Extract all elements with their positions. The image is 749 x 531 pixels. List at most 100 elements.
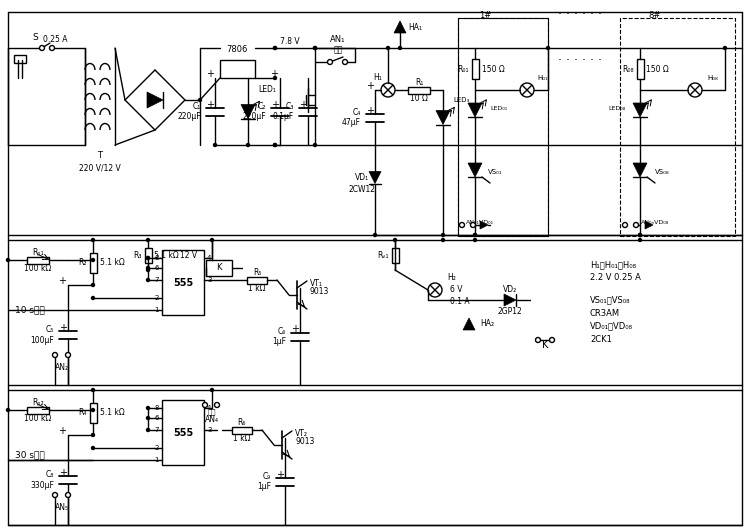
Circle shape: [91, 408, 94, 412]
Circle shape: [398, 47, 401, 49]
Circle shape: [342, 59, 348, 64]
Text: 复位: 复位: [207, 409, 216, 415]
Polygon shape: [241, 105, 255, 118]
Text: H₀₁: H₀₁: [537, 75, 548, 81]
Circle shape: [91, 389, 94, 391]
Circle shape: [147, 429, 150, 432]
Circle shape: [91, 296, 94, 299]
Text: H₀₈: H₀₈: [707, 75, 718, 81]
Text: R₀₁: R₀₁: [457, 64, 469, 73]
Circle shape: [91, 259, 94, 261]
Circle shape: [7, 259, 10, 261]
Polygon shape: [436, 110, 450, 124]
Text: 2: 2: [154, 445, 159, 451]
Text: VD₂: VD₂: [503, 286, 517, 295]
Text: C₅
100μF: C₅ 100μF: [30, 326, 54, 345]
Polygon shape: [463, 318, 475, 330]
Circle shape: [202, 402, 207, 407]
Text: +: +: [58, 276, 66, 286]
Polygon shape: [633, 163, 647, 177]
Text: +: +: [206, 99, 214, 109]
Text: +: +: [276, 469, 284, 479]
Text: 2CK1: 2CK1: [590, 335, 612, 344]
Bar: [27, 407, 49, 414]
Bar: [89, 253, 97, 272]
Text: 2GP12: 2GP12: [497, 307, 522, 316]
Circle shape: [49, 46, 55, 50]
Text: 1: 1: [154, 307, 159, 313]
Circle shape: [638, 234, 641, 236]
Polygon shape: [504, 294, 516, 306]
Text: 7.8 V: 7.8 V: [280, 38, 300, 47]
Circle shape: [441, 238, 444, 242]
Text: LED₁: LED₁: [258, 85, 276, 95]
Circle shape: [147, 278, 150, 281]
Circle shape: [52, 492, 58, 498]
Text: C₈
330μF: C₈ 330μF: [30, 470, 54, 490]
Text: VS₀₁: VS₀₁: [488, 169, 503, 175]
Bar: [408, 87, 430, 93]
Circle shape: [473, 234, 476, 236]
Bar: [145, 247, 151, 262]
Bar: [14, 55, 26, 63]
Text: 150 Ω: 150 Ω: [646, 64, 670, 73]
Text: +: +: [299, 99, 307, 109]
Text: · · · · · ·: · · · · · ·: [558, 54, 602, 66]
Circle shape: [473, 238, 476, 242]
Text: 6: 6: [154, 265, 159, 271]
Circle shape: [314, 47, 317, 49]
Text: AN₁: AN₁: [330, 36, 346, 45]
Bar: [458, 18, 548, 236]
Circle shape: [246, 143, 249, 147]
Circle shape: [273, 47, 276, 49]
Circle shape: [386, 47, 389, 49]
Polygon shape: [468, 103, 482, 117]
Circle shape: [147, 238, 150, 242]
Text: LED₃: LED₃: [453, 97, 470, 103]
Text: C₉
1μF: C₉ 1μF: [257, 472, 271, 491]
Text: 7: 7: [154, 427, 159, 433]
Bar: [89, 402, 97, 423]
Text: 150 Ω: 150 Ω: [482, 64, 504, 73]
Text: VD₁: VD₁: [355, 174, 369, 183]
Circle shape: [147, 407, 150, 409]
Circle shape: [65, 353, 70, 357]
Text: 4: 4: [207, 405, 211, 411]
Text: AN₄: AN₄: [205, 415, 219, 424]
Text: Rₚ₂: Rₚ₂: [32, 398, 44, 407]
Text: HA₂: HA₂: [480, 319, 494, 328]
Text: 4: 4: [207, 255, 211, 261]
Circle shape: [91, 447, 94, 450]
Circle shape: [273, 143, 276, 147]
Text: LED₀₁: LED₀₁: [490, 106, 507, 110]
Text: 9013: 9013: [295, 436, 315, 446]
Text: AN₅: AN₅: [55, 503, 69, 512]
Text: 8: 8: [154, 405, 159, 411]
Text: 555: 555: [173, 278, 193, 288]
Circle shape: [724, 47, 727, 49]
Circle shape: [638, 234, 641, 236]
Circle shape: [273, 76, 276, 80]
Text: 10 s延时: 10 s延时: [15, 305, 45, 314]
Text: R₅: R₅: [252, 268, 261, 277]
Circle shape: [147, 256, 150, 260]
Text: VS₀₁～VS₀₈: VS₀₁～VS₀₈: [590, 295, 631, 304]
Text: 8#: 8#: [649, 11, 661, 20]
Circle shape: [65, 492, 70, 498]
Circle shape: [273, 143, 276, 147]
Text: Rᵥ₁: Rᵥ₁: [377, 251, 389, 260]
Text: H₁: H₁: [374, 73, 383, 82]
Circle shape: [210, 389, 213, 391]
Text: R₂: R₂: [78, 258, 86, 267]
Text: +: +: [366, 81, 374, 91]
Circle shape: [91, 238, 94, 242]
Text: AN₂: AN₂: [55, 364, 69, 373]
Circle shape: [213, 143, 216, 147]
Text: 复位: 复位: [333, 46, 342, 55]
Text: 7: 7: [154, 277, 159, 283]
Bar: [220, 60, 255, 78]
Circle shape: [374, 234, 377, 236]
Text: 12 V: 12 V: [180, 252, 197, 261]
Bar: [27, 256, 49, 263]
Text: 10 Ω: 10 Ω: [410, 94, 428, 103]
